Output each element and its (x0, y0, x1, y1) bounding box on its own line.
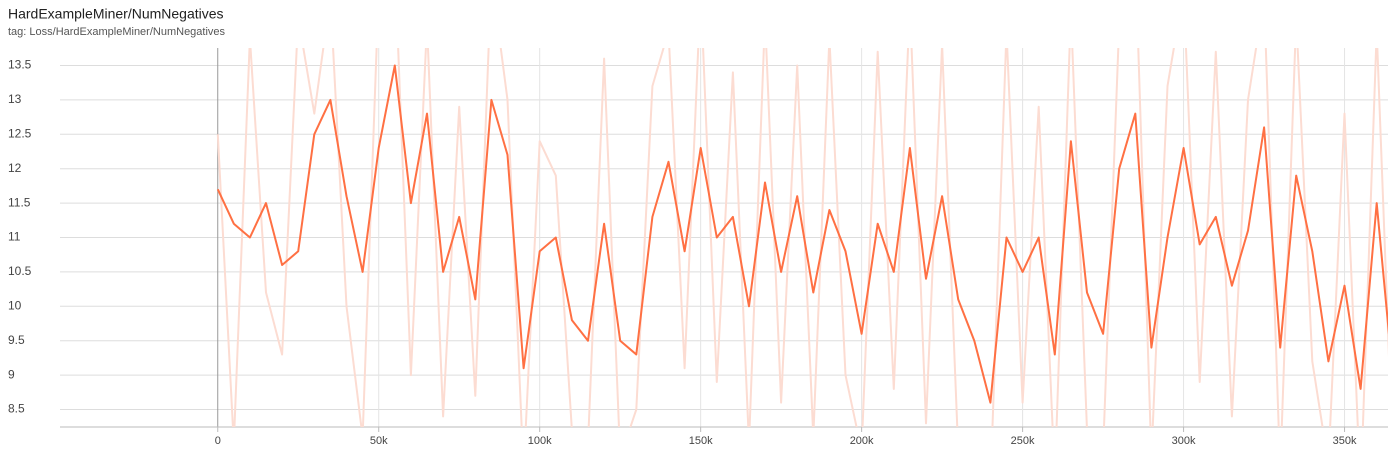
y-tick-label: 10 (8, 298, 22, 312)
series-line (216, 64, 1388, 404)
y-tick-label: 13.5 (8, 58, 32, 72)
chart-title: HardExampleMiner/NumNegatives (8, 6, 224, 22)
x-tick-label: 100k (528, 435, 552, 447)
series-line (216, 48, 1388, 427)
y-tick-label: 9 (8, 367, 15, 381)
y-tick-label: 13 (8, 92, 22, 106)
y-tick-label: 10.5 (8, 264, 32, 278)
x-tick-label: 0 (215, 435, 221, 447)
chart-subtitle: tag: Loss/HardExampleMiner/NumNegatives (8, 26, 226, 38)
x-tick-label: 50k (370, 435, 388, 447)
plot-area (216, 48, 1388, 427)
y-tick-label: 12 (8, 161, 22, 175)
x-tick-label: 150k (689, 435, 713, 447)
y-tick-label: 12.5 (8, 126, 32, 140)
x-tick-label: 350k (1333, 435, 1357, 447)
y-tick-label: 8.5 (8, 402, 25, 416)
y-tick-label: 9.5 (8, 333, 25, 347)
y-tick-label: 11 (8, 230, 21, 244)
x-tick-label: 300k (1172, 435, 1196, 447)
x-tick-label: 250k (1011, 435, 1035, 447)
y-tick-label: 11.5 (8, 195, 31, 209)
x-tick-label: 200k (850, 435, 874, 447)
